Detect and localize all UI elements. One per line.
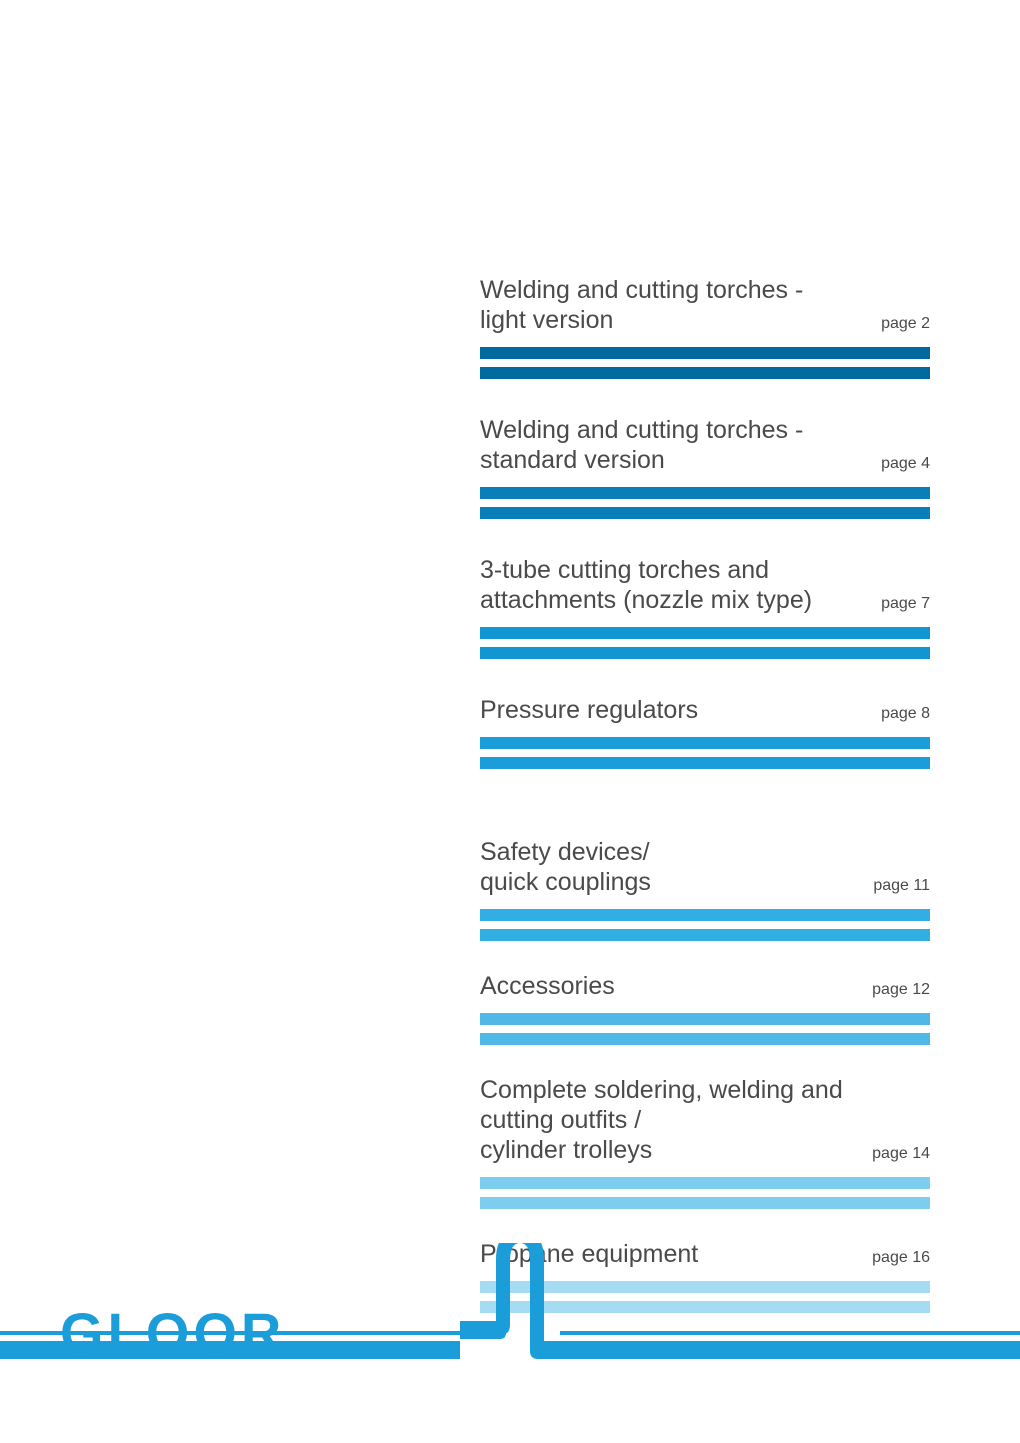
toc-title: Pressure regulators: [480, 695, 698, 725]
toc-bar: [480, 627, 930, 639]
toc-bar: [480, 1197, 930, 1209]
toc-title: Welding and cutting torches -standard ve…: [480, 415, 803, 475]
toc-entry: Welding and cutting torches -standard ve…: [480, 415, 930, 519]
toc-title: 3-tube cutting torches andattachments (n…: [480, 555, 812, 615]
toc-title: Welding and cutting torches -light versi…: [480, 275, 803, 335]
toc-row: Welding and cutting torches -standard ve…: [480, 415, 930, 481]
table-of-contents: Welding and cutting torches -light versi…: [480, 275, 930, 1343]
toc-entry: Safety devices/quick couplings page 11: [480, 837, 930, 941]
toc-entry: Welding and cutting torches -light versi…: [480, 275, 930, 379]
toc-row: Welding and cutting torches -light versi…: [480, 275, 930, 341]
toc-bar: [480, 1033, 930, 1045]
toc-bar: [480, 347, 930, 359]
toc-entry: Accessories page 12: [480, 971, 930, 1045]
toc-page-label: page 8: [873, 705, 930, 725]
toc-entry: 3-tube cutting torches andattachments (n…: [480, 555, 930, 659]
toc-page-label: page 7: [873, 595, 930, 615]
brand-logo-text: GLOOR: [60, 1301, 285, 1364]
toc-title: Safety devices/quick couplings: [480, 837, 651, 897]
toc-entry: Pressure regulators page 8: [480, 695, 930, 769]
toc-bar: [480, 647, 930, 659]
brand-logo: GLOOR: [60, 1300, 285, 1365]
toc-row: 3-tube cutting torches andattachments (n…: [480, 555, 930, 621]
toc-bar: [480, 757, 930, 769]
toc-bars: [480, 627, 930, 659]
toc-row: Pressure regulators page 8: [480, 695, 930, 731]
toc-bar: [480, 1013, 930, 1025]
toc-entry: Complete soldering, welding and cutting …: [480, 1075, 930, 1209]
toc-bars: [480, 1013, 930, 1045]
toc-bars: [480, 1177, 930, 1209]
toc-bar: [480, 1177, 930, 1189]
toc-bars: [480, 909, 930, 941]
toc-page-label: page 4: [873, 455, 930, 475]
toc-row: Accessories page 12: [480, 971, 930, 1007]
toc-bar: [480, 507, 930, 519]
toc-bars: [480, 347, 930, 379]
toc-bar: [480, 367, 930, 379]
footer-stripe-thick-right: [560, 1341, 1020, 1359]
footer-band: GLOOR: [0, 1243, 1020, 1373]
swoosh-icon: [460, 1243, 580, 1373]
toc-page-label: page 2: [873, 315, 930, 335]
toc-bar: [480, 737, 930, 749]
toc-row: Safety devices/quick couplings page 11: [480, 837, 930, 903]
toc-bar: [480, 909, 930, 921]
toc-bars: [480, 487, 930, 519]
toc-bar: [480, 929, 930, 941]
toc-page-label: page 12: [864, 981, 930, 1001]
toc-title: Accessories: [480, 971, 615, 1001]
toc-row: Complete soldering, welding and cutting …: [480, 1075, 930, 1171]
toc-page-label: page 14: [864, 1145, 930, 1165]
toc-page-label: page 11: [865, 877, 930, 897]
footer-stripe-thin-right: [560, 1331, 1020, 1335]
toc-title: Complete soldering, welding and cutting …: [480, 1075, 864, 1165]
toc-bar: [480, 487, 930, 499]
toc-bars: [480, 737, 930, 769]
